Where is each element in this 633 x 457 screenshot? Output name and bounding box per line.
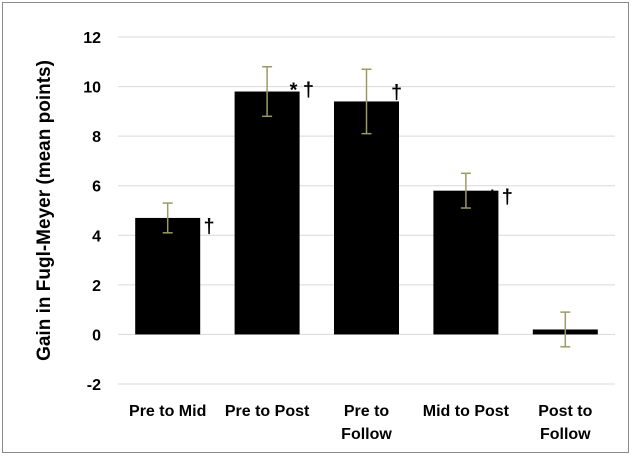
bar <box>334 101 399 335</box>
error-bars <box>162 65 571 348</box>
x-category-label: Pre to Mid <box>129 403 206 420</box>
y-tick-label: 8 <box>92 129 101 146</box>
x-category-labels: Pre to Mid Pre to Post Pre to Follow Mid to … <box>129 403 593 443</box>
y-tick-label: 4 <box>92 228 101 245</box>
significance-annotation: † <box>391 82 402 104</box>
x-category-label: Mid to Post <box>423 403 510 420</box>
y-tick-label: -2 <box>87 377 101 394</box>
x-category-label: Follow <box>341 426 392 443</box>
y-axis-label: Gain in Fugl-Meyer (mean points) <box>34 60 55 361</box>
y-tick-label: 6 <box>92 179 101 196</box>
y-tick-label: 10 <box>83 80 101 97</box>
x-category-label: Pre to Post <box>225 403 310 420</box>
chart-frame: * † * † † * † -2 0 2 4 6 8 10 12 Pre to Mid Pre to … <box>2 2 629 453</box>
bars <box>135 91 598 335</box>
bar <box>135 217 201 335</box>
bar <box>433 190 499 335</box>
x-category-label: Post to <box>538 403 592 420</box>
y-tick-label: 0 <box>92 327 101 344</box>
significance-annotation: * † <box>488 186 512 208</box>
y-tick-label: 2 <box>92 278 101 295</box>
significance-annotations: * † * † † * † <box>190 80 513 238</box>
x-category-label: Pre to <box>344 403 390 420</box>
significance-annotation: * † <box>290 80 314 102</box>
significance-annotation: * † <box>190 216 214 238</box>
y-tick-labels: -2 0 2 4 6 8 10 12 <box>83 30 101 394</box>
x-category-label: Follow <box>540 426 591 443</box>
y-tick-label: 12 <box>83 30 101 47</box>
bar <box>234 91 300 335</box>
